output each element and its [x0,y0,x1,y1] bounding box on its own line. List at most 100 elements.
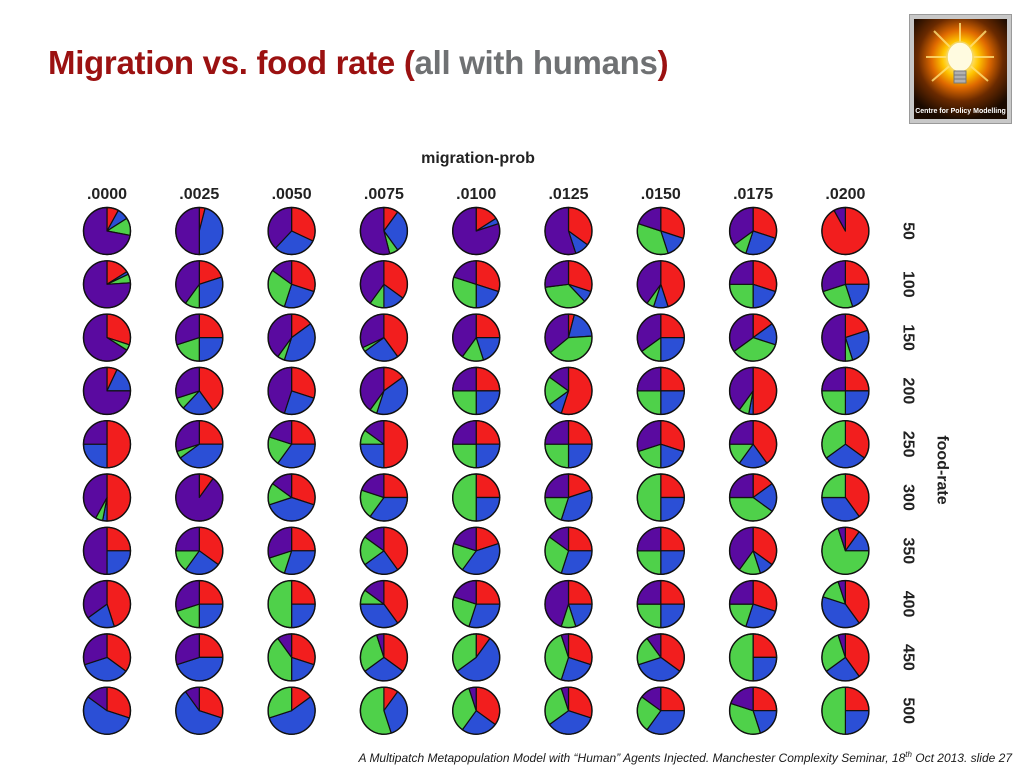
pie-outline [636,686,685,735]
pie-outline [544,579,593,629]
column-label: .0100 [456,186,496,203]
pie-outline [728,473,778,522]
footer-slide-info: Oct 2013. slide 27 [911,751,1012,765]
pie-outline [728,366,778,416]
row-label: 350 [900,537,917,564]
column-label: .0025 [179,186,219,203]
pie-slice [752,366,778,415]
pie-outline [544,260,593,309]
pie-outline [821,473,870,522]
cpm-logo: Centre for Policy Modelling [909,14,1012,124]
slide-title-main: Migration vs. food rate ( [48,44,415,81]
lightbulb-icon [926,23,994,84]
pie-outline [636,579,685,629]
pie-outline [452,473,501,522]
pie-outline [452,633,501,682]
column-label: .0175 [733,186,773,203]
pie-outline [359,633,409,682]
pie-outline [636,206,685,256]
pie-outline [636,633,685,682]
pie-outline [267,633,316,682]
row-label: 500 [900,697,917,724]
pie-slice [267,580,293,629]
pie-outline [359,526,409,575]
pie-outline [821,686,870,735]
pie-outline [267,260,316,309]
pie-outline [636,420,685,469]
pie-outline [821,260,870,309]
footer-text: A Multipatch Metapopulation Model with “… [358,751,906,765]
pie-outline [82,579,132,629]
logo-caption: Centre for Policy Modelling [915,108,1006,115]
pie-outline [175,686,224,735]
pie-outline [82,366,132,416]
pie-outline [359,313,409,362]
slide-title-close: ) [657,44,669,81]
row-label: 450 [900,644,917,671]
pie-outline [636,366,685,416]
pie-outline [728,633,778,682]
slide-footer: A Multipatch Metapopulation Model with “… [359,750,1012,765]
pie-outline [821,633,870,682]
pie-outline [175,313,224,362]
column-label: .0050 [272,186,312,203]
pie-slice [544,260,570,288]
pie-slice [383,420,408,469]
pie-outline [544,420,593,469]
row-axis-label: food-rate [934,435,951,504]
pie-outline [821,579,870,629]
pie-outline [544,633,593,682]
pie-slice [452,473,477,522]
pie-outline [359,473,409,522]
pie-outline [636,313,685,362]
column-label: .0200 [825,186,865,203]
pie-outline [452,686,501,735]
pie-outline [175,420,224,469]
pie-outline [82,260,132,309]
pie-outline [175,260,224,309]
pie-outline [175,206,224,256]
pie-outline [544,206,593,256]
pie-outline [728,686,778,735]
pie-outline [359,686,409,735]
pie-outline [821,206,870,256]
row-label: 300 [900,484,917,511]
pie-slice [198,207,224,256]
pie-outline [82,206,132,256]
pie-outline [267,206,316,256]
pie-outline [175,526,224,575]
pie-slice [821,313,846,362]
pie-outline [452,206,501,256]
pie-slice [821,686,846,735]
pie-outline [359,579,409,629]
pie-outline [82,473,132,522]
pie-outline [728,260,778,309]
row-label: 50 [900,222,917,240]
row-label: 200 [900,378,917,405]
pie-outline [544,473,593,522]
pie-slice [636,473,662,522]
pie-outline [452,260,501,309]
column-label: .0075 [364,186,404,203]
pie-outline [82,526,132,575]
pie-outline [728,313,778,362]
pie-outline [821,420,870,469]
row-label: 400 [900,591,917,618]
pie-outline [821,313,870,362]
pie-outline [82,420,132,469]
row-label: 250 [900,431,917,458]
pie-slice [729,633,754,682]
pie-chart-grid: migration-prob .0000 .0025 .0050 .0075 .0100.… [82,150,951,735]
pie-slice [106,420,132,469]
column-label: .0150 [641,186,681,203]
row-label: 150 [900,324,917,351]
pie-outline [636,526,685,575]
pie-outline [175,473,224,522]
pie-outline [82,686,132,735]
pie-outline [267,686,316,735]
row-label: 100 [900,271,917,298]
pie-outline [267,579,316,629]
pie-outline [728,579,778,629]
pie-outline [821,366,870,416]
pie-outline [267,420,316,469]
